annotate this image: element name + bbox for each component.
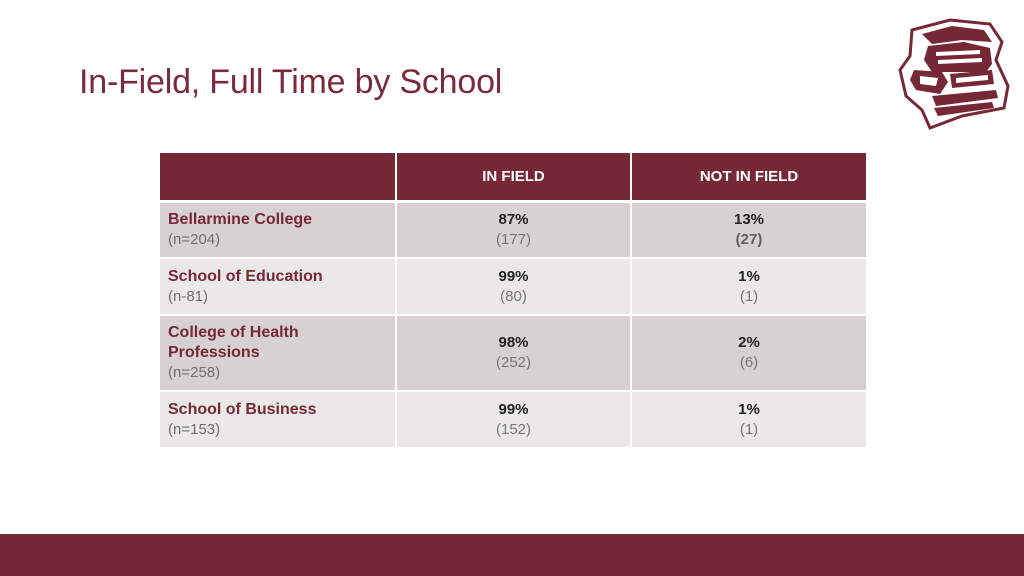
in-field-count: (80): [500, 287, 527, 305]
table-row: School of Business (n=153) 99% (152) 1% …: [160, 391, 866, 449]
not-in-field-cell: 13% (27): [630, 201, 866, 259]
slide-title: In-Field, Full Time by School: [79, 63, 503, 101]
knight-helmet-icon: [898, 18, 1010, 130]
in-field-cell: 99% (152): [395, 391, 631, 449]
in-field-cell: 87% (177): [395, 201, 631, 259]
school-name: College of Health Professions: [168, 324, 299, 361]
school-name: School of Business: [168, 400, 317, 418]
school-sample-size: (n=204): [168, 231, 221, 248]
school-sample-size: (n-81): [168, 287, 209, 305]
table-row: School of Education (n-81) 99% (80) 1% (…: [160, 258, 866, 316]
school-cell: Bellarmine College (n=204): [160, 201, 396, 259]
school-name: Bellarmine College: [168, 211, 313, 228]
school-cell: College of Health Professions (n=258): [160, 315, 396, 392]
school-cell: School of Education (n-81): [160, 258, 396, 316]
header-in-field: IN FIELD: [395, 153, 631, 203]
in-field-percent: 87%: [498, 211, 529, 228]
table-row: Bellarmine College (n=204) 87% (177) 13%…: [160, 201, 866, 259]
school-sample-size: (n=153): [168, 420, 221, 438]
header-not-in-field: NOT IN FIELD: [630, 153, 866, 203]
in-field-count: (252): [495, 354, 532, 371]
not-in-field-count: (6): [739, 354, 759, 371]
footer-bar: [0, 534, 1024, 576]
table-row: College of Health Professions (n=258) 98…: [160, 315, 866, 392]
not-in-field-cell: 2% (6): [630, 315, 866, 392]
school-name: School of Education: [168, 267, 323, 285]
in-field-percent: 98%: [498, 334, 529, 351]
not-in-field-count: (27): [735, 231, 763, 248]
in-field-count: (152): [495, 420, 532, 438]
not-in-field-percent: 13%: [733, 211, 765, 228]
in-field-percent: 99%: [498, 400, 529, 418]
results-table: IN FIELD NOT IN FIELD Bellarmine College…: [160, 153, 866, 449]
in-field-percent: 99%: [498, 267, 529, 285]
not-in-field-percent: 1%: [738, 400, 760, 418]
not-in-field-cell: 1% (1): [630, 391, 866, 449]
not-in-field-count: (1): [739, 420, 759, 438]
school-cell: School of Business (n=153): [160, 391, 396, 449]
header-school: [160, 153, 396, 203]
table-header-row: IN FIELD NOT IN FIELD: [160, 153, 866, 203]
not-in-field-percent: 1%: [738, 267, 760, 285]
school-sample-size: (n=258): [168, 364, 221, 381]
in-field-cell: 99% (80): [395, 258, 631, 316]
not-in-field-count: (1): [739, 287, 759, 305]
knight-helmet-logo: [892, 12, 1012, 130]
not-in-field-cell: 1% (1): [630, 258, 866, 316]
in-field-count: (177): [495, 231, 532, 248]
in-field-cell: 98% (252): [395, 315, 631, 392]
not-in-field-percent: 2%: [738, 334, 760, 351]
